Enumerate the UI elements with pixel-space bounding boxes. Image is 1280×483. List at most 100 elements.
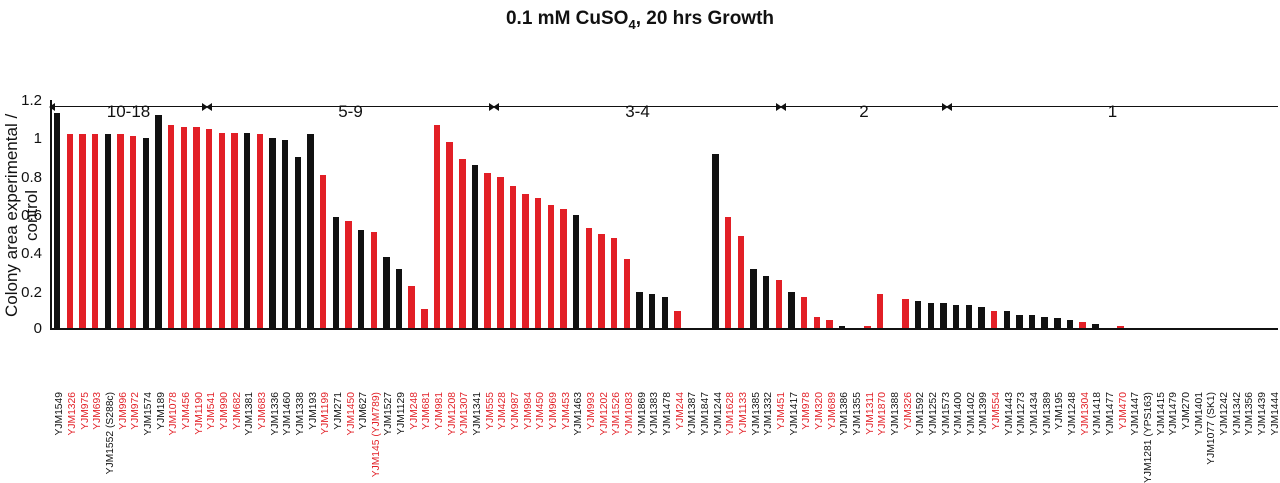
chart-title-main: 0.1 mM CuSO [506,8,628,29]
bar-YJM554[interactable] [991,311,997,328]
bar-label-YJM689: YJM689 [828,392,838,430]
bar-YJM693[interactable] [92,134,98,328]
bar-label-YJM993: YJM993 [587,392,597,430]
bar-label-YJM1847: YJM1847 [701,392,711,436]
bar-YJM145YJM789[interactable] [371,232,377,328]
bar-label-YJM1356: YJM1356 [1245,392,1255,436]
bar-YJM451[interactable] [776,280,782,328]
bar-YJM996[interactable] [117,134,123,328]
bar-YJM1381[interactable] [244,133,250,329]
bar-YJM1628[interactable] [725,217,731,328]
bar-YJM1202[interactable] [598,234,604,328]
bar-YJM990[interactable] [219,133,225,329]
bar-YJM1549[interactable] [54,113,60,328]
bar-YJM244[interactable] [674,311,680,328]
bar-YJM1870[interactable] [877,294,883,329]
bar-YJM993[interactable] [586,228,592,328]
bar-YJM1443[interactable] [1004,311,1010,328]
bar-YJM1273[interactable] [1016,315,1022,328]
bar-YJM972[interactable] [130,136,136,328]
bar-YJM1244[interactable] [712,154,718,328]
bar-YJM555[interactable] [484,173,490,328]
bar-YJM1252[interactable] [928,303,934,328]
bar-YJM987[interactable] [510,186,516,328]
bar-YJM1332[interactable] [763,276,769,328]
bar-YJM984[interactable] [522,194,528,328]
bar-YJM681[interactable] [421,309,427,328]
bar-YJM1383[interactable] [649,294,655,329]
bar-YJM627[interactable] [358,230,364,328]
bar-YJM1573[interactable] [940,303,946,328]
bar-YJM1592[interactable] [915,301,921,328]
bar-YJM428[interactable] [497,177,503,328]
bar-YJM541[interactable] [206,129,212,328]
bar-YJM1190[interactable] [193,127,199,328]
bar-YJM1463[interactable] [573,215,579,328]
bar-YJM1526[interactable] [611,238,617,328]
bar-YJM1869[interactable] [636,292,642,328]
bar-label-YJM996: YJM996 [119,392,129,430]
bar-YJM1338[interactable] [295,157,301,328]
bar-YJM978[interactable] [801,297,807,328]
bar-YJM195[interactable] [1054,318,1060,328]
bar-YJM1527[interactable] [383,257,389,328]
bar-YJM1208[interactable] [446,142,452,328]
bar-YJM320[interactable] [814,317,820,329]
bar-YJM1129[interactable] [396,269,402,328]
bar-YJM1417[interactable] [788,292,794,328]
bar-YJM1460[interactable] [282,140,288,328]
bar-label-YJM470: YJM470 [1119,392,1129,430]
bar-YJM682[interactable] [231,133,237,329]
bar-label-YJM1342: YJM1342 [1233,392,1243,436]
bar-YJM1248[interactable] [1067,320,1073,328]
bar-YJM248[interactable] [408,286,414,328]
bar-label-YJM450: YJM450 [536,392,546,430]
bar-YJM975[interactable] [79,134,85,328]
bar-label-YJM1399: YJM1399 [979,392,989,436]
bar-YJM1341[interactable] [472,165,478,328]
bar-YJM470[interactable] [1117,326,1123,328]
bar-YJM1574[interactable] [143,138,149,328]
bar-YJM271[interactable] [333,217,339,328]
bar-YJM453[interactable] [560,209,566,328]
bar-YJM326[interactable] [902,299,908,328]
bar-label-YJM456: YJM456 [182,392,192,430]
bar-YJM1304[interactable] [1079,322,1085,328]
bar-YJM1399[interactable] [978,307,984,328]
bar-YJM1307[interactable] [459,159,465,328]
bar-YJM1336[interactable] [269,138,275,328]
bar-YJM1311[interactable] [864,326,870,328]
bar-label-YJM1573: YJM1573 [942,392,952,436]
bar-YJM1385[interactable] [750,269,756,328]
bar-label-YJM1389: YJM1389 [1043,392,1053,436]
bar-label-YJM453: YJM453 [562,392,572,430]
bar-YJM193[interactable] [307,134,313,328]
bar-label-YJM1401: YJM1401 [1195,392,1205,436]
bar-label-YJM1402: YJM1402 [967,392,977,436]
bar-YJM1400[interactable] [953,305,959,328]
bar-YJM969[interactable] [548,205,554,328]
bar-YJM1078[interactable] [168,125,174,328]
bar-YJM689[interactable] [826,320,832,328]
bar-label-YJM1311: YJM1311 [866,392,876,435]
bar-YJM1478[interactable] [662,297,668,328]
bar-label-YJM145YJM789: YJM145 (YJM789) [372,392,382,477]
bar-YJM1402[interactable] [966,305,972,328]
bar-YJM1418[interactable] [1092,324,1098,328]
bar-YJM1133[interactable] [738,236,744,328]
bar-YJM456[interactable] [181,127,187,328]
bar-YJM1083[interactable] [624,259,630,328]
bar-YJM1386[interactable] [839,326,845,328]
bar-label-YJM193: YJM193 [309,392,319,430]
bar-YJM1450[interactable] [345,221,351,328]
bar-YJM1434[interactable] [1029,315,1035,328]
bar-YJM683[interactable] [257,134,263,328]
bar-YJM1326[interactable] [67,134,73,328]
bar-YJM1389[interactable] [1041,317,1047,329]
bar-YJM450[interactable] [535,198,541,328]
bar-YJM1199[interactable] [320,175,326,328]
bar-YJM981[interactable] [434,125,440,328]
bar-YJM189[interactable] [155,115,161,328]
ytick-0-8: 0.8 [8,169,42,186]
bar-YJM1552S288c[interactable] [105,134,111,328]
